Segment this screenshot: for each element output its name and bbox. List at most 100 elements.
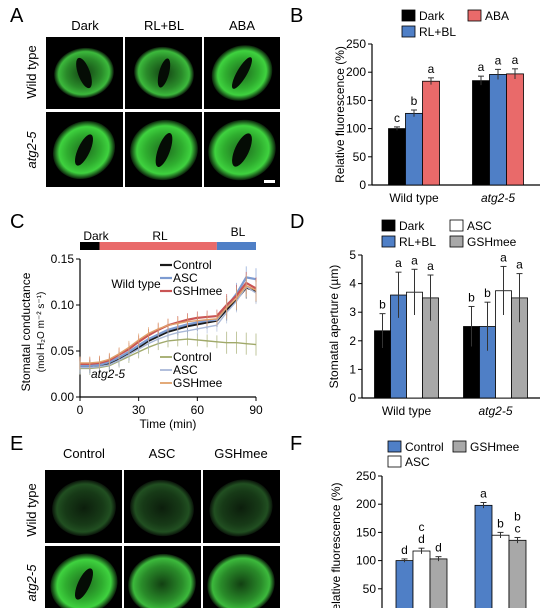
panel-a-row-wild-type: Wild type (24, 45, 39, 98)
bar-asc-atg2-5 (491, 534, 510, 608)
y-axis-label: Stomatal conductance (19, 272, 33, 391)
panel-a-col-dark: Dark (71, 18, 99, 33)
significance-letter: b (484, 286, 491, 300)
panel-label-f: F (290, 433, 303, 455)
y-tick-label: 50 (353, 150, 367, 164)
light-period-rl (99, 242, 217, 250)
bar-gshmee-wild-type (429, 558, 448, 608)
legend-swatch-asc (387, 455, 402, 468)
panel-label-b: B (290, 5, 304, 27)
micrograph-e-wt-gshmee (203, 470, 280, 543)
y-tick-label: 0 (359, 178, 366, 192)
x-tick-label: 0 (77, 403, 84, 417)
legend-swatch-gshmee (452, 440, 467, 453)
micrograph-e-atg-gshmee (203, 546, 280, 608)
legend-swatch-gshmee (449, 235, 464, 248)
significance-letter: a (427, 259, 434, 273)
significance-letter: b (379, 298, 386, 312)
y-axis-unit: (mol H₂O m⁻² s⁻¹) (36, 292, 47, 373)
legend-swatch-dark (401, 9, 416, 22)
significance-letter: a (512, 53, 519, 67)
micrograph-atg-dark (46, 112, 123, 187)
y-tick-label: 0.10 (51, 298, 75, 312)
legend-swatch-control (387, 440, 402, 453)
panel-c-line-chart: Dark RL BL 0.00 0.05 0.10 0.15 0 30 60 90 Time (min… (19, 225, 263, 431)
bar-rl-bl-atg2-5 (489, 74, 507, 186)
y-tick-label: 250 (356, 469, 376, 483)
legend-swatch-aba (467, 9, 482, 22)
panel-e-col-control: Control (63, 446, 105, 461)
bar-asc-wild-type (412, 550, 431, 608)
bar-control-atg2-5 (474, 504, 493, 608)
x-category-label: Wild type (382, 404, 432, 418)
micrograph-e-atg-asc (124, 546, 201, 608)
micrograph-wt-aba (204, 37, 280, 109)
panel-e-row-wild-type: Wild type (24, 483, 39, 536)
x-tick-label: 90 (249, 403, 263, 417)
significance-letter: a (500, 250, 507, 264)
y-tick-label: 200 (356, 497, 376, 511)
light-period-dark (80, 242, 100, 250)
y-axis-label: Relative fluorescence (%) (333, 46, 347, 183)
y-tick-label: 3 (349, 305, 356, 319)
x-category-label: Wild type (389, 191, 439, 205)
y-tick-label: 0 (349, 391, 356, 405)
significance-letter: b (468, 290, 475, 304)
legend-swatch-asc (449, 219, 464, 232)
legend-swatch-rl-bl (381, 235, 396, 248)
bar-control-wild-type (395, 560, 414, 608)
y-tick-label: 2 (349, 334, 356, 348)
micrograph-atg-rlbl (125, 112, 202, 187)
x-tick-label: 30 (132, 403, 146, 417)
micrograph-e-wt-control (45, 470, 122, 543)
panel-label-d: D (290, 211, 305, 233)
significance-letter: d (435, 541, 442, 555)
legend-label-wt-gshmee: GSHmee (173, 284, 223, 298)
micrograph-wt-rlbl (125, 37, 202, 109)
significance-letter: a (428, 62, 435, 76)
panel-label-a: A (10, 5, 24, 27)
legend-label-gshmee: GSHmee (470, 440, 520, 454)
micrograph-wt-dark (46, 37, 123, 109)
legend-label-wt-asc: ASC (173, 271, 198, 285)
y-tick-label: 150 (356, 525, 376, 539)
legend-label-aba: ABA (485, 9, 509, 23)
significance-letter: a (478, 60, 485, 74)
y-axis-label: elative fluorescence (%) (329, 482, 343, 608)
y-tick-label: 100 (346, 122, 366, 136)
legend-label-rl-bl: RL+BL (419, 25, 456, 39)
light-label-rl: RL (152, 229, 168, 243)
legend-label-wt-control: Control (173, 258, 212, 272)
legend-label-asc: ASC (467, 219, 492, 233)
micrograph-e-wt-asc (124, 470, 201, 543)
significance-letter: b (411, 94, 418, 108)
significance-letter: b (514, 509, 521, 523)
legend-label-atg-control: Control (173, 350, 212, 364)
bar-dark-wild-type (388, 128, 406, 186)
significance-letter: c (419, 520, 425, 534)
x-axis-label: Time (min) (140, 417, 197, 431)
y-tick-label: 0.00 (51, 390, 75, 404)
significance-letter: c (515, 521, 521, 535)
legend-label-asc: ASC (405, 455, 430, 469)
legend-label-control: Control (405, 440, 444, 454)
legend-label-rl-bl: RL+BL (399, 235, 436, 249)
legend-swatch-dark (381, 219, 396, 232)
scale-bar (264, 180, 275, 183)
y-tick-label: 4 (349, 277, 356, 291)
bar-gshmee-atg2-5 (508, 539, 527, 608)
legend-swatch-rl-bl (401, 25, 416, 38)
legend-label-dark: Dark (399, 219, 425, 233)
significance-letter: a (395, 256, 402, 270)
micrograph-atg-aba (204, 112, 280, 187)
panel-a-row-atg2-5: atg2-5 (24, 131, 39, 169)
y-tick-label: 250 (346, 37, 366, 51)
y-tick-label: 100 (356, 554, 376, 568)
significance-letter: a (516, 258, 523, 272)
panel-e-micrographs: Control ASC GSHmee Wild type atg2-5 (24, 446, 280, 608)
y-tick-label: 50 (363, 582, 377, 596)
bar-aba-atg2-5 (506, 73, 524, 186)
y-tick-label: 0.05 (51, 344, 75, 358)
